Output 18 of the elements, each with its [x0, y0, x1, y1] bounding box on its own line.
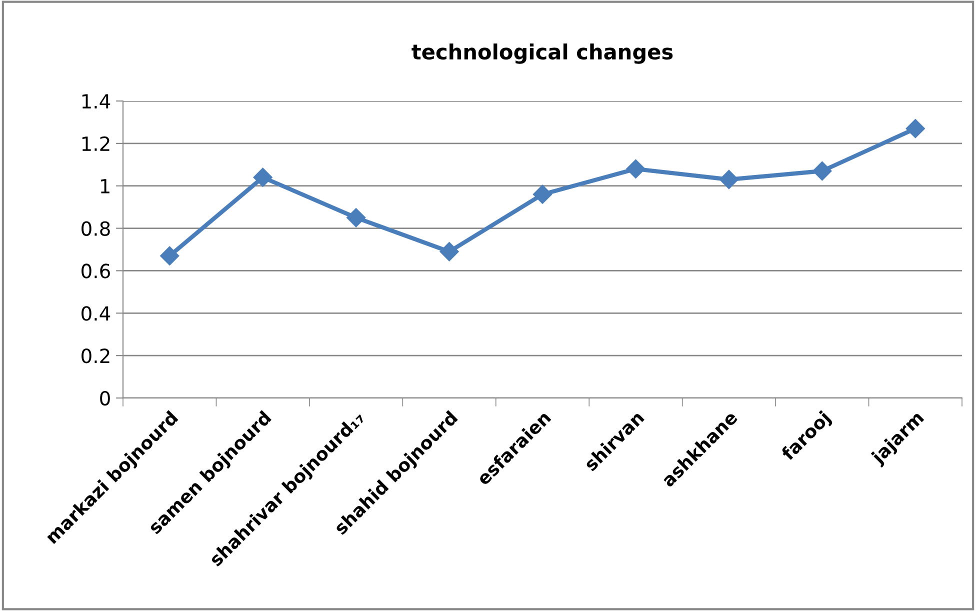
y-tick-label: 0.6 [82, 264, 110, 278]
point [160, 246, 180, 266]
y-tick-label: 0 [100, 390, 110, 406]
point [812, 161, 832, 181]
y-tick-label: 1.2 [82, 136, 110, 151]
y-tick-label: 1.4 [82, 94, 110, 108]
point [253, 168, 272, 187]
point [906, 119, 925, 138]
y-tick-label: 1 [100, 179, 110, 194]
y-tick-label: 0.8 [82, 221, 110, 236]
y-tick-label: 0.2 [82, 348, 110, 364]
point [346, 208, 366, 228]
point [532, 184, 552, 204]
point [440, 242, 459, 262]
point [719, 170, 738, 190]
point [626, 159, 646, 178]
chart-title: technological changes [412, 44, 673, 64]
y-tick-label: 0.4 [82, 306, 110, 321]
